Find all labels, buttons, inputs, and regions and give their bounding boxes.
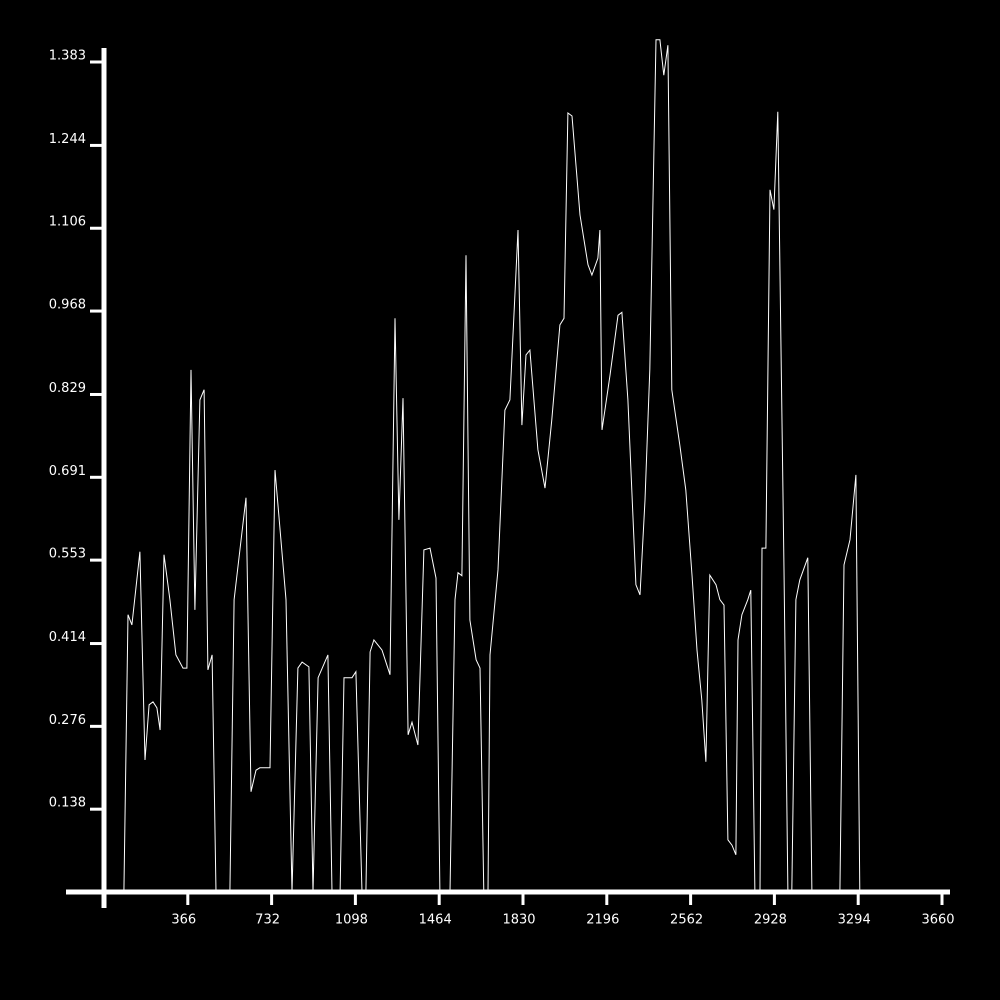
x-tick-label: 1830 (502, 913, 535, 928)
y-tick-label: 0.414 (49, 630, 86, 645)
x-tick-label: 732 (255, 913, 280, 928)
y-tick-label: 0.553 (49, 547, 86, 562)
y-tick-label: 0.276 (49, 713, 86, 728)
x-tick-label: 1098 (335, 913, 368, 928)
y-tick-label: 1.244 (49, 132, 86, 147)
x-tick-label: 366 (171, 913, 196, 928)
y-tick-label: 0.691 (49, 464, 86, 479)
y-tick-label: 1.383 (49, 49, 86, 64)
x-tick-label: 2562 (670, 913, 703, 928)
y-tick-label: 1.106 (49, 215, 86, 230)
y-tick-label: 0.138 (49, 796, 86, 811)
data-line (110, 39, 861, 893)
x-tick-label: 1464 (419, 913, 452, 928)
y-tick-label: 0.968 (49, 298, 86, 313)
y-tick-label: 0.829 (49, 381, 86, 396)
x-tick-label: 3660 (921, 913, 954, 928)
x-tick-label: 2196 (586, 913, 619, 928)
x-tick-label: 3294 (838, 913, 871, 928)
x-tick-label: 2928 (754, 913, 787, 928)
